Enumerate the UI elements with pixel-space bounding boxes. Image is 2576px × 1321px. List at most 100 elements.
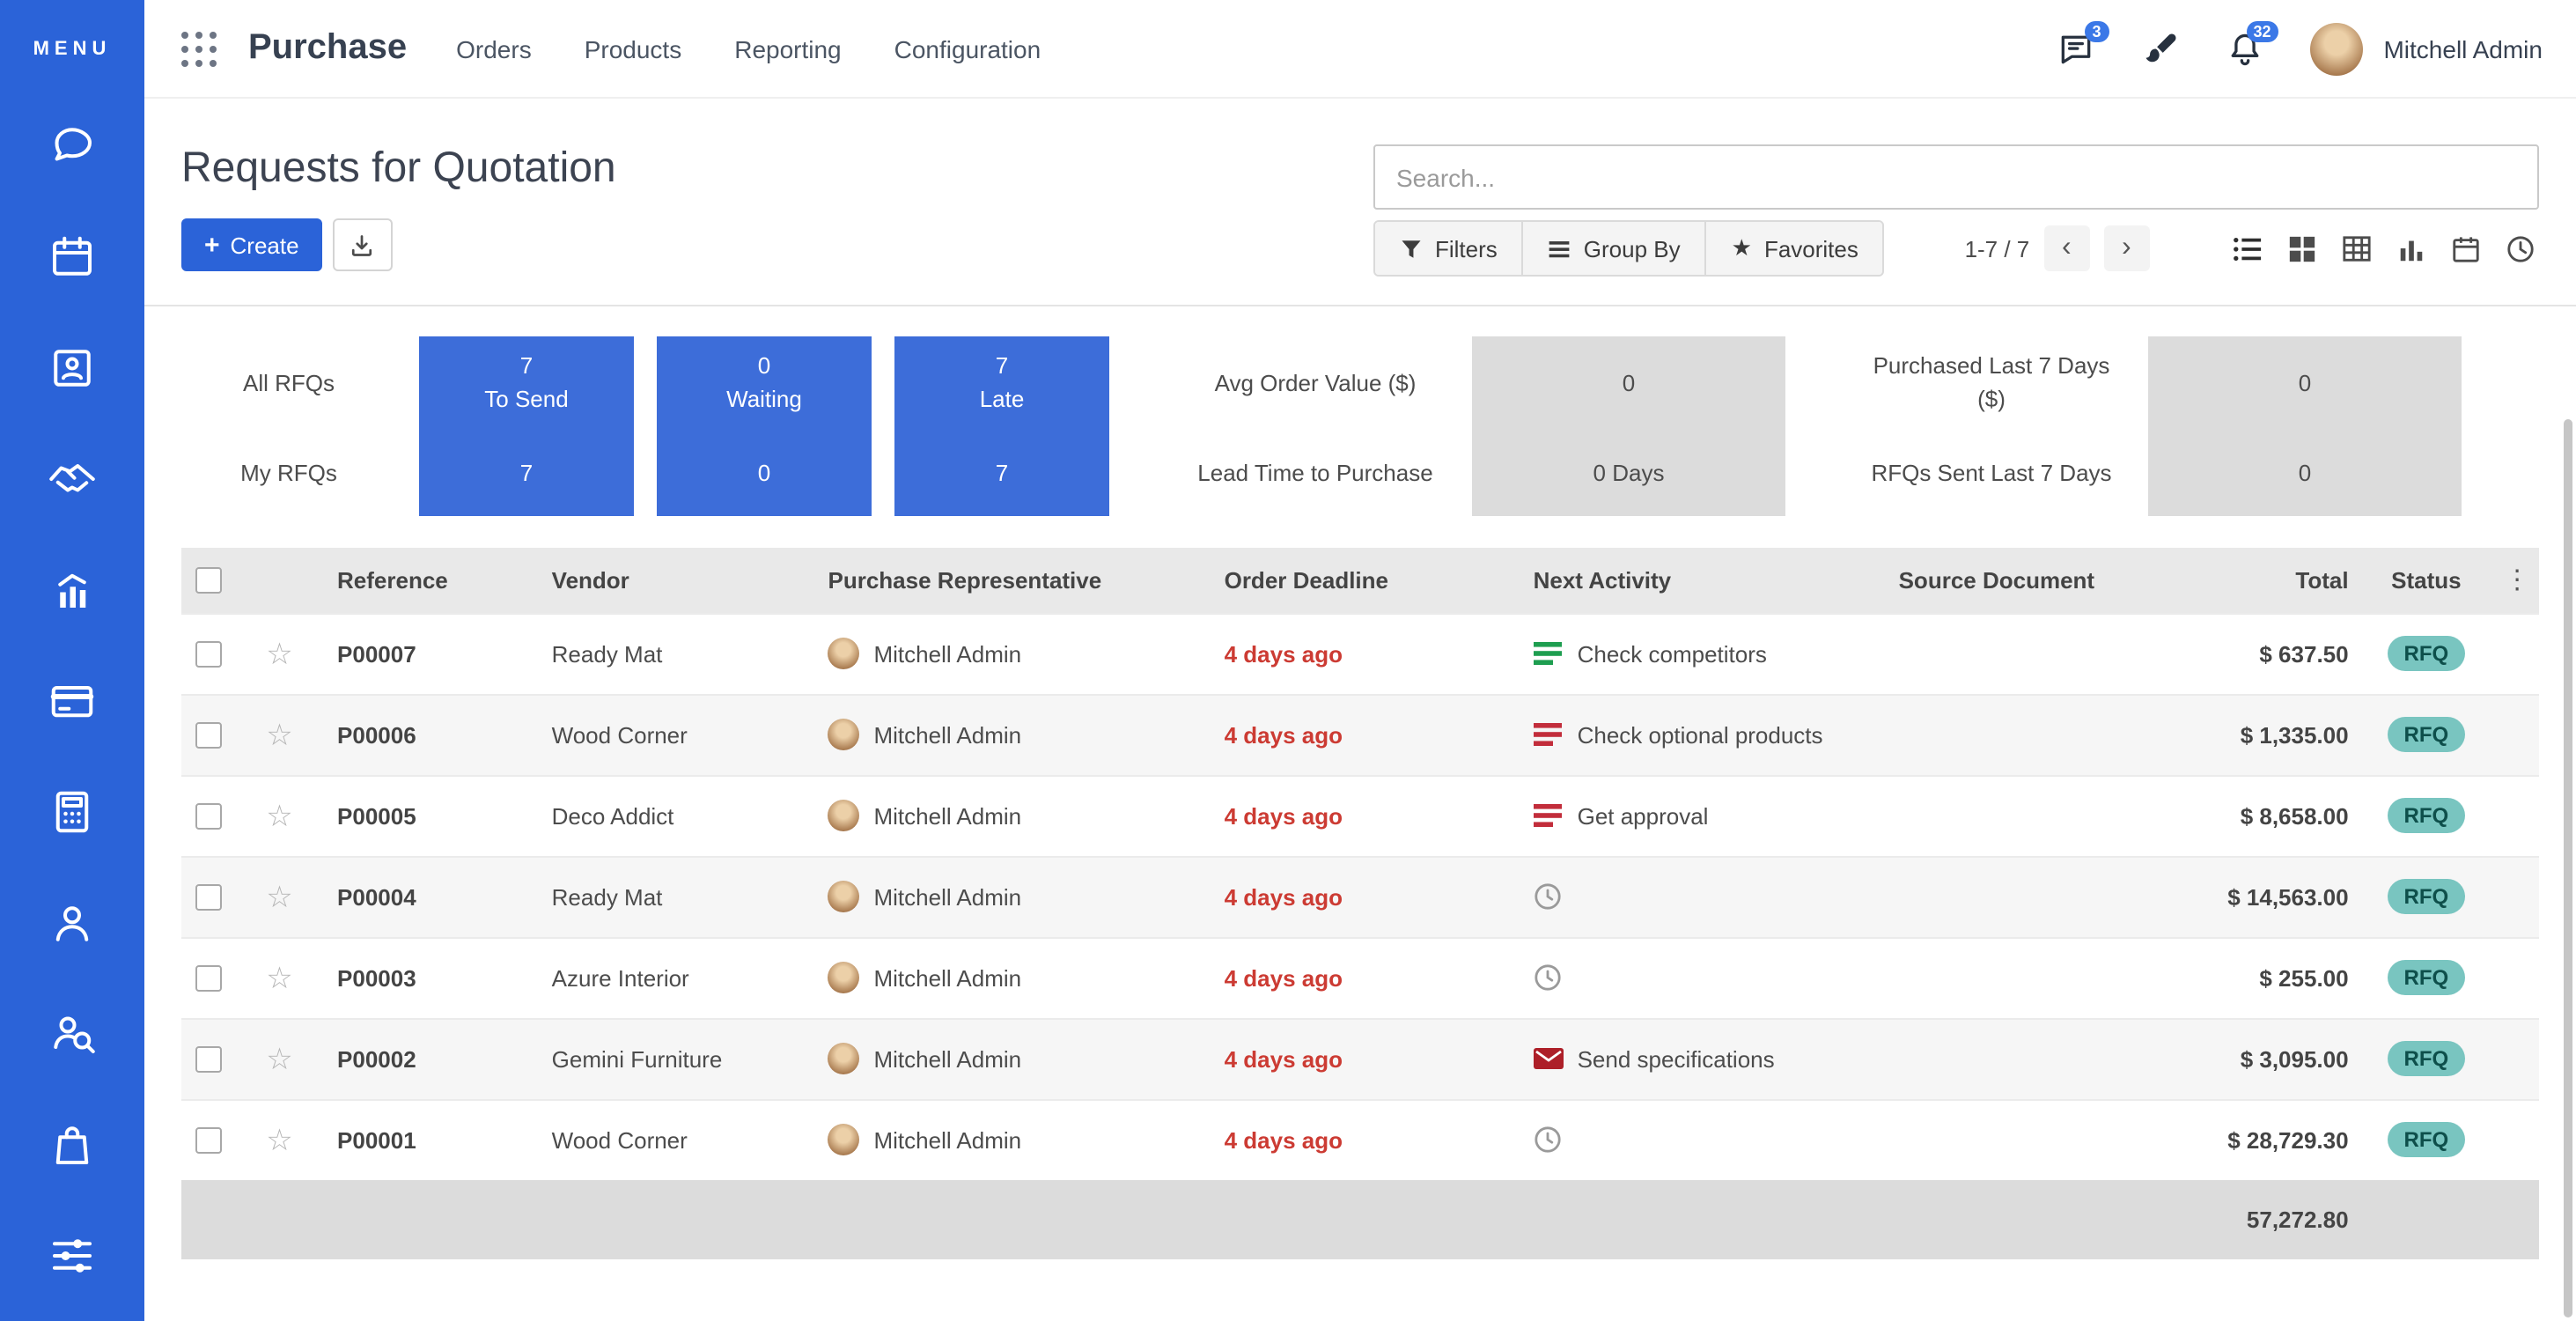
row-checkbox[interactable] bbox=[195, 1046, 222, 1074]
cell-next-activity[interactable]: Send specifications bbox=[1519, 1017, 1885, 1099]
row-checkbox[interactable] bbox=[195, 803, 222, 830]
sidebar-item-sales[interactable] bbox=[46, 564, 99, 616]
cell-reference[interactable]: P00005 bbox=[323, 774, 538, 856]
table-row[interactable]: ☆ P00003 Azure Interior Mitchell Admin 4… bbox=[181, 936, 2539, 1018]
nav-products[interactable]: Products bbox=[584, 34, 682, 63]
sidebar-item-recruitment[interactable] bbox=[46, 1007, 99, 1060]
nav-reporting[interactable]: Reporting bbox=[734, 34, 842, 63]
notifications-bell-icon[interactable]: 32 bbox=[2225, 20, 2278, 68]
column-header-source-document[interactable]: Source Document bbox=[1884, 548, 2182, 613]
column-header-representative[interactable]: Purchase Representative bbox=[813, 548, 1211, 613]
table-row[interactable]: ☆ P00004 Ready Mat Mitchell Admin 4 days… bbox=[181, 855, 2539, 937]
activity-view-button[interactable] bbox=[2502, 230, 2539, 267]
column-header-reference[interactable]: Reference bbox=[323, 548, 538, 613]
paintbrush-icon[interactable] bbox=[2140, 29, 2179, 68]
sidebar-item-crm[interactable] bbox=[46, 453, 99, 506]
cell-next-activity[interactable] bbox=[1519, 936, 1885, 1018]
activity-icon[interactable] bbox=[1534, 963, 1564, 992]
create-button[interactable]: + Create bbox=[181, 218, 322, 271]
pager-next-button[interactable]: › bbox=[2103, 225, 2150, 271]
column-header-order-deadline[interactable]: Order Deadline bbox=[1210, 548, 1520, 613]
cell-reference[interactable]: P00006 bbox=[323, 693, 538, 775]
select-all-checkbox[interactable] bbox=[195, 567, 222, 594]
cell-total: $ 3,095.00 bbox=[2181, 1017, 2363, 1099]
cell-reference[interactable]: P00003 bbox=[323, 936, 538, 1018]
calendar-view-button[interactable] bbox=[2447, 230, 2484, 267]
table-row[interactable]: ☆ P00006 Wood Corner Mitchell Admin 4 da… bbox=[181, 693, 2539, 775]
cell-reference[interactable]: P00007 bbox=[323, 612, 538, 694]
cell-next-activity[interactable]: Check competitors bbox=[1519, 612, 1885, 694]
activity-icon[interactable] bbox=[1533, 1048, 1564, 1069]
favorite-star-icon[interactable]: ☆ bbox=[266, 718, 293, 751]
row-checkbox[interactable] bbox=[195, 722, 222, 749]
activity-icon[interactable] bbox=[1534, 722, 1564, 747]
cell-reference[interactable]: P00004 bbox=[323, 855, 538, 937]
favorite-star-icon[interactable]: ☆ bbox=[266, 1123, 293, 1157]
cell-reference[interactable]: P00002 bbox=[323, 1017, 538, 1099]
filters-button[interactable]: Filters bbox=[1375, 222, 1524, 275]
my-rfqs-label[interactable]: My RFQs bbox=[240, 459, 337, 486]
activity-icon[interactable] bbox=[1534, 641, 1564, 666]
favorite-star-icon[interactable]: ☆ bbox=[266, 880, 293, 913]
favorite-star-icon[interactable]: ☆ bbox=[266, 799, 293, 832]
search-input[interactable] bbox=[1373, 144, 2539, 210]
to-send-label: To Send bbox=[484, 386, 569, 413]
cell-reference[interactable]: P00001 bbox=[323, 1098, 538, 1180]
graph-view-button[interactable] bbox=[2393, 230, 2430, 267]
sidebar-item-purchase[interactable] bbox=[46, 1118, 99, 1171]
favorite-star-icon[interactable]: ☆ bbox=[266, 961, 293, 994]
all-rfqs-label[interactable]: All RFQs bbox=[243, 369, 335, 396]
sidebar-item-employees[interactable] bbox=[46, 897, 99, 949]
optional-columns-icon[interactable]: ⋮ bbox=[2504, 565, 2531, 596]
kanban-view-button[interactable] bbox=[2284, 230, 2321, 267]
apps-grid-icon[interactable] bbox=[178, 27, 220, 70]
favorites-button[interactable]: ★ Favorites bbox=[1706, 222, 1883, 275]
table-footer-row: 57,272.80 bbox=[181, 1180, 2539, 1259]
nav-orders[interactable]: Orders bbox=[456, 34, 532, 63]
tile-late[interactable]: 7 Late 7 bbox=[894, 336, 1109, 516]
sidebar-item-point-of-sale[interactable] bbox=[46, 675, 99, 727]
vertical-scrollbar[interactable] bbox=[2564, 419, 2572, 1317]
user-menu[interactable]: Mitchell Admin bbox=[2383, 34, 2543, 63]
pivot-view-button[interactable] bbox=[2338, 230, 2375, 267]
nav-configuration[interactable]: Configuration bbox=[894, 34, 1041, 63]
row-checkbox[interactable] bbox=[195, 965, 222, 993]
user-avatar[interactable] bbox=[2309, 22, 2363, 75]
table-row[interactable]: ☆ P00001 Wood Corner Mitchell Admin 4 da… bbox=[181, 1098, 2539, 1180]
tile-to-send[interactable]: 7 To Send 7 bbox=[419, 336, 634, 516]
cell-next-activity[interactable] bbox=[1519, 1098, 1885, 1180]
table-row[interactable]: ☆ P00007 Ready Mat Mitchell Admin 4 days… bbox=[181, 612, 2539, 694]
table-row[interactable]: ☆ P00002 Gemini Furniture Mitchell Admin… bbox=[181, 1017, 2539, 1099]
pager-previous-button[interactable]: ‹ bbox=[2043, 225, 2090, 271]
activity-icon[interactable] bbox=[1534, 803, 1564, 828]
row-checkbox[interactable] bbox=[195, 884, 222, 911]
graph-view-icon bbox=[2400, 240, 2423, 261]
menu-toggle[interactable]: MENU bbox=[33, 39, 112, 60]
column-header-next-activity[interactable]: Next Activity bbox=[1519, 548, 1885, 613]
favorite-star-icon[interactable]: ☆ bbox=[266, 637, 293, 670]
table-row[interactable]: ☆ P00005 Deco Addict Mitchell Admin 4 da… bbox=[181, 774, 2539, 856]
list-view-button[interactable] bbox=[2229, 230, 2266, 267]
sidebar-item-settings[interactable] bbox=[46, 1229, 99, 1282]
sidebar-item-discuss[interactable] bbox=[46, 120, 99, 173]
group-by-button[interactable]: Group By bbox=[1523, 222, 1707, 275]
messages-icon[interactable]: 3 bbox=[2056, 20, 2109, 68]
app-title[interactable]: Purchase bbox=[248, 28, 408, 67]
sidebar-item-calendar[interactable] bbox=[46, 231, 99, 284]
sidebar-item-contacts[interactable] bbox=[46, 342, 99, 395]
activity-icon[interactable] bbox=[1534, 1126, 1564, 1155]
tile-waiting[interactable]: 0 Waiting 0 bbox=[657, 336, 872, 516]
column-header-total[interactable]: Total bbox=[2181, 548, 2363, 613]
cell-next-activity[interactable]: Get approval bbox=[1519, 774, 1885, 856]
column-header-status[interactable]: Status bbox=[2362, 548, 2491, 613]
sidebar-item-accounting[interactable] bbox=[46, 786, 99, 838]
row-checkbox[interactable] bbox=[195, 641, 222, 668]
column-header-vendor[interactable]: Vendor bbox=[537, 548, 814, 613]
row-checkbox[interactable] bbox=[195, 1127, 222, 1155]
rfqs-sent-last-7-days-value: 0 bbox=[2298, 459, 2312, 486]
activity-icon[interactable] bbox=[1534, 882, 1564, 911]
favorite-star-icon[interactable]: ☆ bbox=[266, 1042, 293, 1075]
export-button[interactable] bbox=[332, 218, 393, 271]
cell-next-activity[interactable]: Check optional products bbox=[1519, 693, 1885, 775]
cell-next-activity[interactable] bbox=[1519, 855, 1885, 937]
